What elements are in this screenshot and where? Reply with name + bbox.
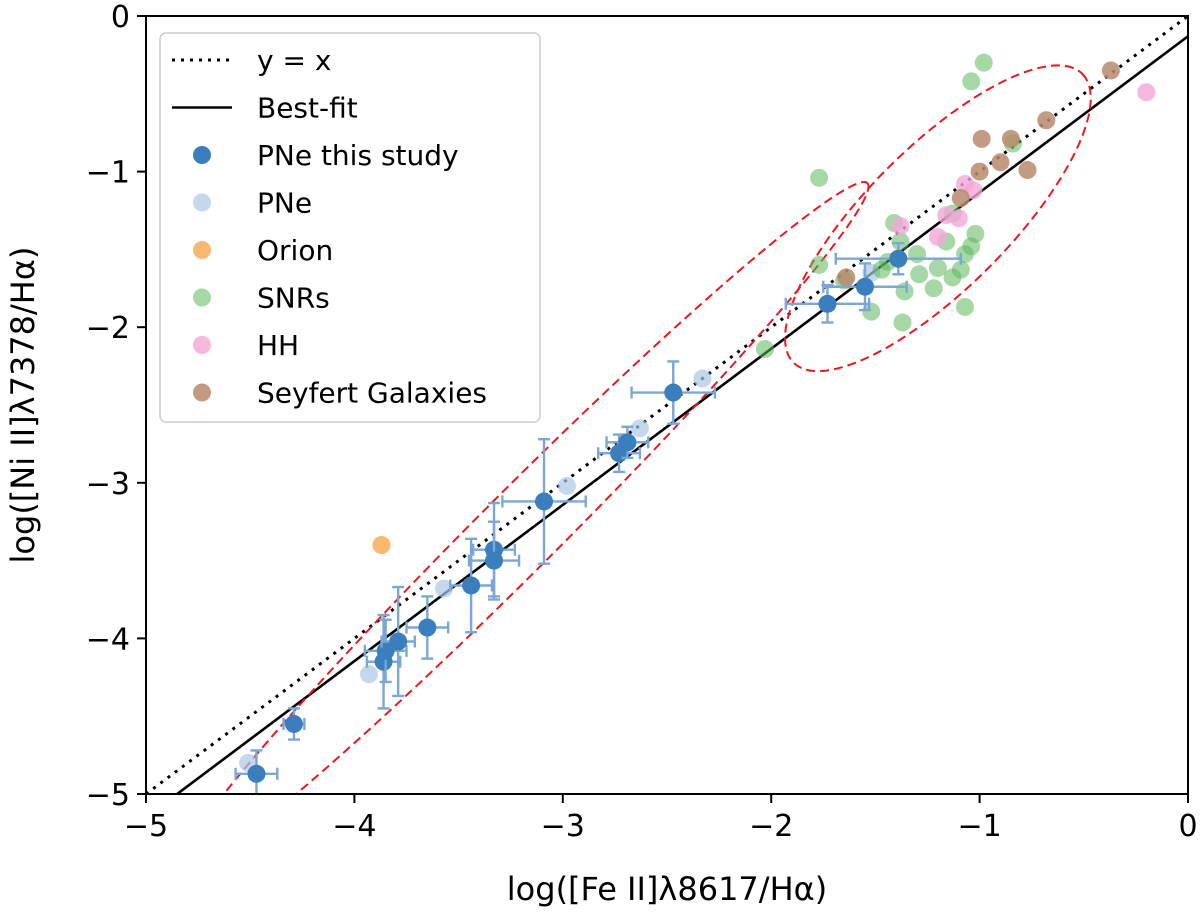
data-point [893,313,912,332]
legend-label: PNe this study [257,139,459,172]
y-tick-label: −1 [86,156,130,191]
data-point [810,168,829,187]
legend-marker [193,336,211,354]
y-tick-label: −2 [86,311,130,346]
x-tick-label: −1 [957,809,1001,844]
x-axis-label: log([Fe II]λ8617/Hα) [507,870,827,908]
legend-marker [193,241,211,259]
data-point [284,714,303,733]
data-point [418,618,437,637]
data-point [810,255,829,274]
data-point [755,339,774,358]
plot-frame [145,15,1189,795]
data-point [991,153,1010,172]
data-point [1018,161,1037,180]
series-pne-this-study [234,241,963,794]
data-point [891,232,910,251]
legend: y = x Best-fit PNe this study PNe Orion SNRs H… [159,32,541,423]
x-tick-label: −5 [124,809,168,844]
series-seyfert-galaxies [837,61,1120,287]
data-point [247,764,266,783]
data-point [535,492,554,511]
identity-line [146,16,1188,794]
data-point [359,665,378,684]
data-point [818,294,837,313]
data-point [372,536,391,555]
y-axis-label: log([Ni II]λ7378/Hα) [4,247,42,564]
legend-label: SNRs [257,282,330,315]
data-point [891,217,910,236]
data-point [630,419,649,438]
data-point [1137,83,1156,102]
data-point [928,227,947,246]
data-point [966,224,985,243]
x-tick-label: −2 [749,809,793,844]
axes: −5 −4 −3 −2 −1 0 −5 −4 −3 −2 −1 0 [86,0,1198,844]
data-point [928,259,947,278]
legend-marker [193,383,211,402]
data-point [462,576,481,595]
data-point [962,72,981,91]
data-point [910,265,929,284]
data-point [956,245,975,264]
data-point [951,189,970,208]
legend-box [159,32,541,423]
plot-marks [146,16,1188,794]
y-tick-label: 0 [111,0,130,35]
series-orion [372,536,391,555]
legend-label: Best-fit [257,92,358,125]
data-point [855,277,874,296]
legend-label: Orion [257,234,333,267]
data-point [889,249,908,268]
data-point [618,433,637,452]
series-snrs [755,53,1022,358]
shock-region-ellipse [784,64,1092,373]
data-point [895,282,914,301]
data-point [970,162,989,181]
data-point [972,129,991,148]
data-point [949,209,968,228]
data-point [1101,61,1120,80]
data-point [908,245,927,264]
legend-label: y = x [257,44,331,77]
legend-marker [193,146,211,164]
data-point [485,551,504,570]
data-point [956,297,975,316]
legend-label: Seyfert Galaxies [257,377,487,410]
data-point [1037,111,1056,130]
pne-region-ellipse [172,181,870,794]
x-tick-label: −4 [332,809,376,844]
data-point [664,383,683,402]
y-tick-label: −3 [86,467,130,502]
series-hh [891,83,1156,246]
data-point [389,632,408,651]
y-tick-label: −5 [86,778,130,813]
data-point [862,302,881,321]
data-point [435,579,454,598]
legend-marker [193,288,211,307]
data-point [693,369,712,388]
legend-label: HH [257,329,299,362]
x-tick-label: 0 [1178,809,1197,844]
data-point [924,279,943,298]
y-tick-label: −4 [86,622,130,657]
legend-marker [193,193,211,212]
data-point [557,476,576,495]
data-point [951,260,970,279]
best-fit-line [174,35,1188,794]
data-point [974,53,993,72]
data-point [1001,129,1020,148]
legend-label: PNe [257,187,312,220]
data-point [837,268,856,287]
x-tick-label: −3 [541,809,585,844]
